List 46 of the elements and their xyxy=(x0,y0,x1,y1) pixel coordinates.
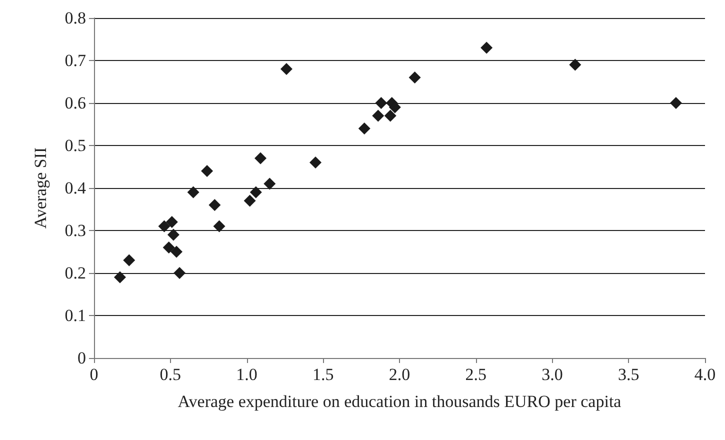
y-axis-title: Average SII xyxy=(31,146,50,229)
point xyxy=(244,194,256,207)
y-tick-label: 0.4 xyxy=(64,178,86,198)
point xyxy=(280,63,292,75)
point xyxy=(208,199,221,211)
point xyxy=(264,178,276,190)
point xyxy=(358,122,370,134)
point xyxy=(213,220,226,232)
x-tick-label: 2.5 xyxy=(465,365,486,384)
point xyxy=(187,186,200,198)
x-tick-label: 4.0 xyxy=(694,365,716,384)
y-tick-label: 0.8 xyxy=(64,8,86,28)
point xyxy=(167,228,180,241)
x-tick-label: 3.0 xyxy=(542,365,563,384)
x-tick-label: 1.5 xyxy=(312,365,334,384)
point xyxy=(254,152,266,164)
point xyxy=(569,58,582,71)
x-tick-label: 3.5 xyxy=(618,365,640,384)
x-tick-label: 2.0 xyxy=(388,365,410,384)
y-tick-label: 0.1 xyxy=(64,306,86,325)
y-tick-label: 0.2 xyxy=(64,264,86,282)
point xyxy=(158,220,170,232)
point xyxy=(162,242,175,254)
point xyxy=(480,42,493,54)
point xyxy=(123,254,136,266)
x-tick-label: 0 xyxy=(90,365,98,384)
y-tick-label: 0.5 xyxy=(64,136,86,155)
point xyxy=(309,156,322,168)
point xyxy=(174,267,186,279)
y-tick-label: 0 xyxy=(78,348,86,368)
y-tick-label: 0.7 xyxy=(64,51,86,70)
point xyxy=(201,165,214,177)
point xyxy=(250,186,262,198)
point xyxy=(375,97,388,109)
point xyxy=(114,271,126,284)
point xyxy=(372,110,384,122)
x-axis-title: Average expenditure on education in thousands EURO per capita xyxy=(178,392,622,411)
x-tick-label: 1.0 xyxy=(236,365,258,384)
point xyxy=(408,72,421,84)
y-tick-label: 0.3 xyxy=(64,221,86,240)
point xyxy=(166,216,178,228)
point xyxy=(170,246,182,258)
point xyxy=(384,110,396,122)
y-tick-label: 0.6 xyxy=(64,94,86,112)
point xyxy=(670,97,682,109)
x-tick-label: 0.5 xyxy=(160,365,181,384)
